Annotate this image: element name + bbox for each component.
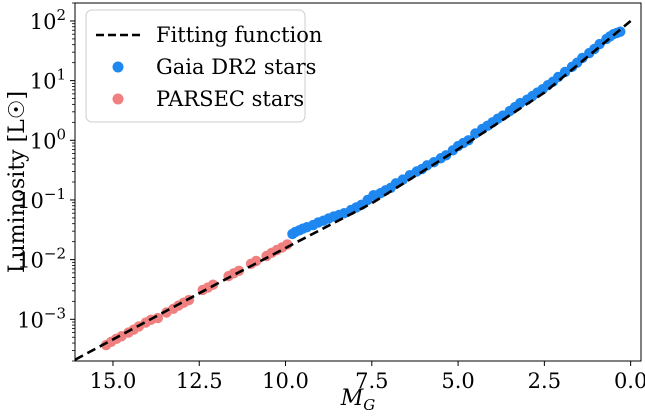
- legend-fit-label: Fitting function: [156, 23, 322, 47]
- y-tick-label-4: 101: [30, 66, 66, 94]
- legend-gaia-swatch: [112, 61, 124, 73]
- x-tick-label-4: 5.0: [441, 369, 474, 393]
- legend-box: [85, 9, 306, 123]
- legend-gaia-label: Gaia DR2 stars: [156, 55, 316, 79]
- y-axis-label: Luminosity [L☉]: [5, 91, 30, 273]
- x-axis-label: MG: [340, 386, 376, 414]
- y-axis-ticks: 10−3 10−2 10−1 100 101 102: [17, 2, 75, 362]
- point-gaia-32: [463, 135, 474, 146]
- x-tick-label-3: 7.5: [355, 369, 388, 393]
- x-axis-ticks: 15.0 12.5 10.0 7.5 5.0 2.5 0.0: [90, 361, 645, 393]
- y-tick-label-3: 100: [30, 125, 66, 153]
- y-tick-label-1: 10−2: [17, 245, 66, 273]
- x-tick-label-0: 15.0: [90, 369, 137, 393]
- legend-parsec-swatch: [112, 93, 124, 105]
- y-tick-label-0: 10−3: [17, 304, 66, 332]
- fit-line-layer: [74, 19, 632, 361]
- point-gaia-60: [615, 26, 626, 37]
- x-tick-label-1: 12.5: [176, 369, 223, 393]
- y-tick-label-5: 102: [30, 6, 66, 34]
- x-tick-label-2: 10.0: [262, 369, 309, 393]
- legend-parsec-label: PARSEC stars: [156, 87, 304, 111]
- legend: Fitting function Gaia DR2 stars PARSEC s…: [85, 9, 322, 123]
- y-tick-label-2: 10−1: [17, 185, 66, 213]
- fit-line: [74, 19, 632, 361]
- x-tick-label-6: 0.0: [614, 369, 645, 393]
- x-tick-label-5: 2.5: [528, 369, 561, 393]
